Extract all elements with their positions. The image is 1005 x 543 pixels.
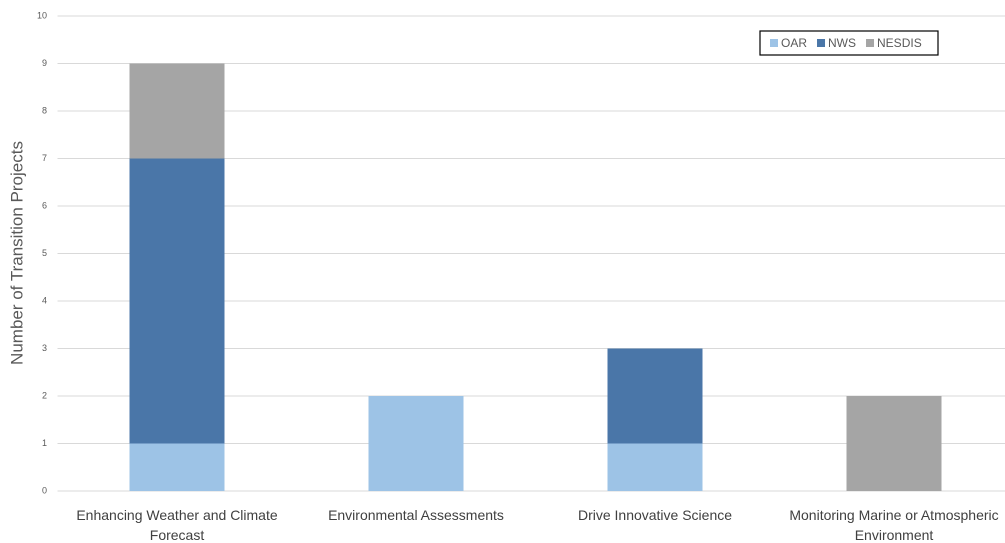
y-tick-label: 5 — [42, 248, 47, 258]
bar-segment — [129, 158, 225, 444]
legend-label: NESDIS — [877, 36, 922, 50]
legend: OAR NWS NESDIS — [759, 30, 939, 56]
x-tick-label: Environmental Assessments — [328, 507, 504, 523]
legend-label: OAR — [781, 36, 807, 50]
y-tick-label: 3 — [42, 343, 47, 353]
y-tick-label: 7 — [42, 153, 47, 163]
legend-swatch — [770, 39, 778, 47]
y-tick-label: 4 — [42, 295, 47, 305]
legend-swatch — [817, 39, 826, 47]
x-tick-label: Monitoring Marine or Atmospheric Environ… — [789, 507, 999, 543]
y-tick-label: 1 — [42, 438, 47, 448]
y-tick-label: 8 — [42, 105, 47, 115]
bar-segment — [607, 348, 703, 444]
y-axis-label: Number of Transition Projects — [7, 141, 26, 365]
y-tick-label: 0 — [42, 485, 47, 495]
legend-swatch — [866, 39, 875, 47]
legend-box — [759, 30, 939, 56]
bar-segment — [129, 63, 225, 159]
y-tick-label: 10 — [37, 10, 47, 20]
x-tick-label: Enhancing Weather and Climate Forecast — [76, 507, 278, 543]
y-tick-label: 2 — [42, 390, 47, 400]
bar-segment — [368, 396, 464, 491]
y-tick-label: 6 — [42, 200, 47, 210]
bar-segment — [129, 443, 225, 491]
y-tick-label: 9 — [42, 58, 47, 68]
bar-segment — [846, 396, 942, 491]
bar-segment — [607, 443, 703, 491]
x-tick-label: Drive Innovative Science — [577, 507, 733, 523]
legend-label: NWS — [828, 36, 856, 50]
